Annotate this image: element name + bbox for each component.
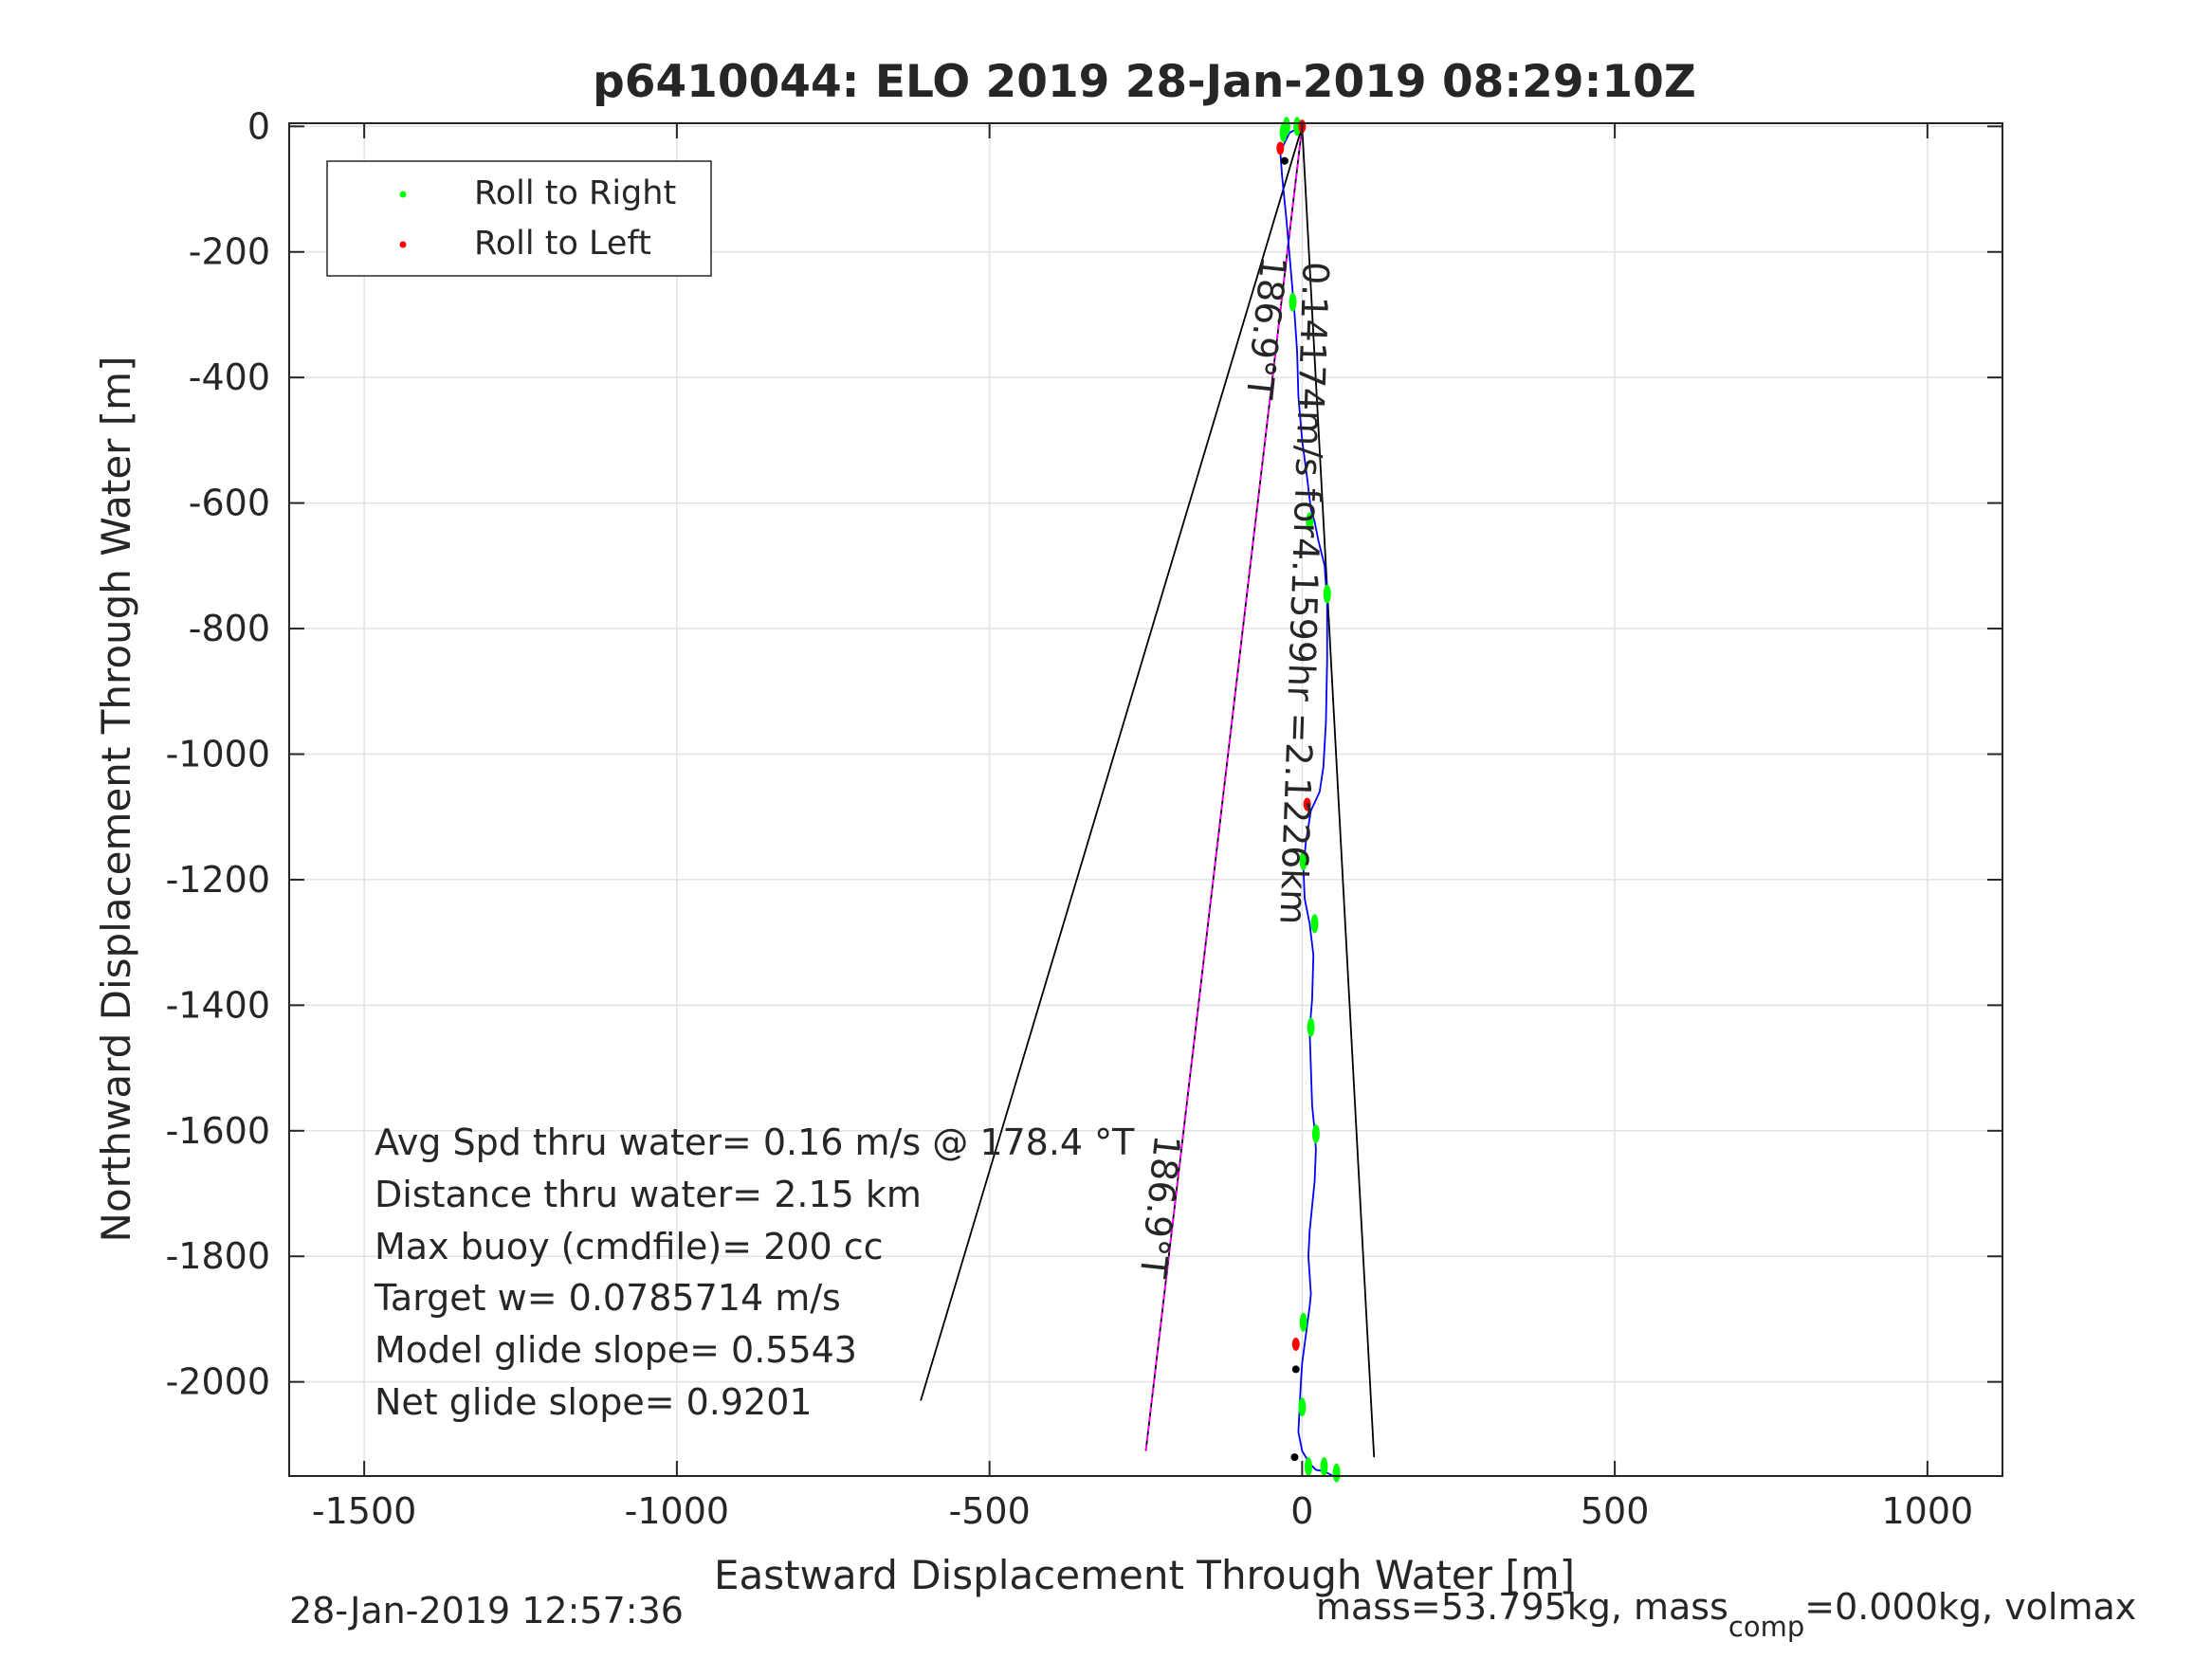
legend-marker-roll-left: [399, 241, 407, 248]
y-tick-label: -2000: [166, 1361, 270, 1403]
annotation-line-0: [920, 126, 1304, 1401]
roll-right-point: [1306, 512, 1314, 532]
legend-label-roll-right: Roll to Right: [474, 174, 676, 212]
roll-right-point: [1311, 1124, 1320, 1144]
stats-line-target-w: Target w= 0.0785714 m/s: [374, 1277, 841, 1319]
black-point: [1291, 1365, 1300, 1374]
roll-right-point: [1310, 914, 1319, 934]
plot-area: [289, 123, 2002, 1476]
y-tick-label: -400: [189, 356, 270, 398]
track-layer: [1279, 125, 1334, 1477]
roll-right-point: [1323, 584, 1331, 604]
stats-line-max-buoy: Max buoy (cmdfile)= 200 cc: [375, 1226, 884, 1267]
x-tick-label: 1000: [1882, 1490, 1974, 1532]
annotation-line-1: [1301, 126, 1376, 1458]
annotation-line-3: [1144, 126, 1304, 1451]
y-tick-label: -600: [189, 483, 270, 524]
footer-mass-sub: comp: [1728, 1611, 1804, 1643]
roll-left-point: [1276, 141, 1285, 155]
chart-title: p6410044: ELO 2019 28-Jan-2019 08:29:10Z: [593, 56, 1696, 108]
footer-mass-pre: mass=53.795kg, mass: [1316, 1586, 1728, 1628]
legend-box: [326, 160, 712, 277]
stats-block: Avg Spd thru water= 0.16 m/s @ 178.4 °T …: [374, 1121, 1135, 1423]
black-point: [1280, 156, 1289, 165]
point-layer: [1276, 117, 1341, 1483]
x-axis-label: Eastward Displacement Through Water [m]: [714, 1552, 1575, 1598]
roll-right-point: [1289, 292, 1297, 312]
footer-timestamp: 28-Jan-2019 12:57:36: [289, 1590, 684, 1632]
plot-frame: [288, 122, 2003, 1477]
roll-right-point: [1307, 1017, 1315, 1037]
y-tick-label: -800: [189, 608, 270, 649]
y-tick-label: -1600: [166, 1110, 270, 1152]
annotation-lines: [920, 126, 1376, 1458]
y-tick-label: -1000: [166, 733, 270, 775]
x-tick-label: 500: [1581, 1490, 1650, 1532]
y-axis-label: Northward Displacement Through Water [m]: [93, 356, 139, 1243]
axis-ticks: -1500 -1000 -500 0 500 1000 0 -200 -400 -600 -800 -…: [166, 105, 2002, 1532]
footer-mass-text: mass=53.795kg, masscomp=0.000kg, volmax: [1316, 1586, 2136, 1643]
roll-right-point: [1279, 122, 1288, 142]
y-tick-label: -1800: [166, 1235, 270, 1277]
stats-line-net-slope: Net glide slope= 0.9201: [375, 1381, 813, 1423]
y-tick-label: -200: [189, 231, 270, 273]
black-point: [1290, 1453, 1299, 1462]
x-tick-label: -1000: [625, 1490, 729, 1532]
y-tick-label: 0: [247, 105, 270, 147]
legend-marker-roll-right: [399, 191, 407, 198]
x-tick-label: 0: [1290, 1490, 1313, 1532]
roll-left-point: [1291, 1337, 1300, 1351]
x-tick-label: -500: [949, 1490, 1031, 1532]
stats-line-distance: Distance thru water= 2.15 km: [375, 1174, 922, 1215]
roll-right-point: [1298, 1397, 1307, 1417]
roll-right-point: [1299, 851, 1307, 871]
legend-label-roll-left: Roll to Left: [474, 225, 651, 263]
footer-mass-post: =0.000kg, volmax: [1804, 1586, 2136, 1628]
roll-right-point: [1304, 1457, 1312, 1477]
track-line: [1279, 125, 1334, 1477]
roll-right-point: [1332, 1463, 1341, 1483]
roll-right-point: [1299, 1312, 1307, 1332]
stats-line-model-slope: Model glide slope= 0.5543: [375, 1329, 857, 1371]
y-tick-label: -1400: [166, 984, 270, 1026]
legend: Roll to Right Roll to Left: [326, 160, 712, 277]
roll-right-point: [1320, 1457, 1328, 1477]
x-tick-label: -1500: [312, 1490, 416, 1532]
roll-right-point: [1293, 117, 1302, 137]
stats-line-avg-speed: Avg Spd thru water= 0.16 m/s @ 178.4 °T: [375, 1121, 1135, 1163]
y-tick-label: -1200: [166, 859, 270, 901]
roll-left-point: [1303, 797, 1311, 811]
